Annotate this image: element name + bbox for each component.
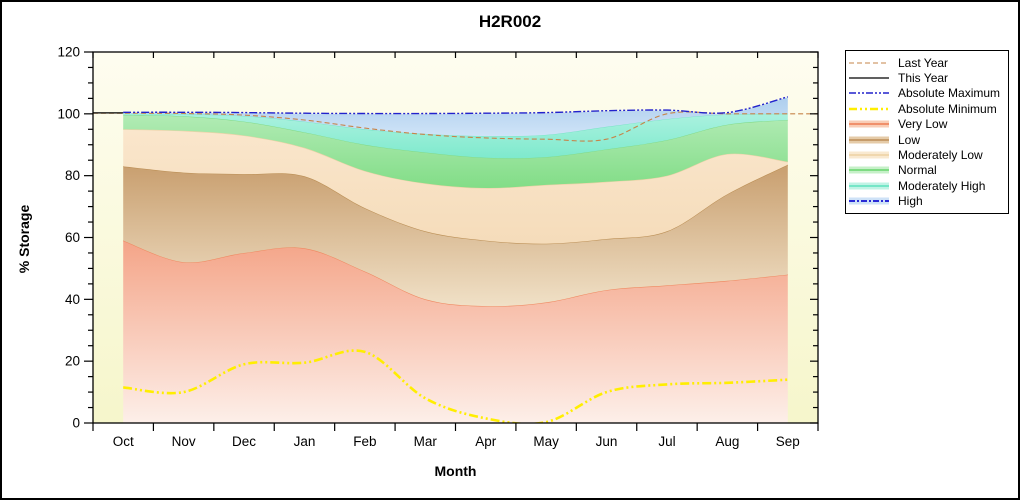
legend-label: Absolute Minimum [898,101,997,116]
legend-entry-moderately-low: Moderately Low [846,147,1008,162]
legend-entry-low: Low [846,132,1008,147]
legend-label: Normal [898,163,937,178]
x-tick-label: Dec [232,434,256,449]
x-tick-label: Feb [353,434,376,449]
legend-label: Moderately Low [898,148,983,163]
legend-label: Moderately High [898,178,986,193]
legend-sample-line [846,58,892,68]
legend-entry-normal: Normal [846,163,1008,178]
y-tick-label: 40 [65,292,80,307]
x-tick-label: Mar [414,434,438,449]
y-tick-label: 0 [72,416,80,431]
legend-sample-band [846,196,892,206]
band-normal [123,115,788,189]
legend-entry-absolute-minimum: Absolute Minimum [846,101,1008,116]
legend-entry-very-low: Very Low [846,117,1008,132]
legend-label: Low [898,132,921,147]
x-tick-label: Jul [658,434,675,449]
y-axis-title: % Storage [16,204,32,274]
legend-label: This Year [898,71,949,86]
legend-sample-band [846,165,892,175]
line-absolute-maximum [123,96,788,115]
legend: Last Year This Year Absolute Maximum Absolu… [845,50,1009,214]
x-tick-label: Aug [715,434,739,449]
legend-label: Last Year [898,55,949,70]
x-tick-label: May [533,434,559,449]
legend-entry-this-year: This Year [846,70,1008,85]
legend-sample-band [846,150,892,160]
legend-sample-band [846,119,892,129]
band-moderately-low [123,129,788,244]
legend-label: Absolute Maximum [898,86,1001,101]
y-tick-label: 80 [65,168,80,183]
x-axis-title: Month [434,463,477,479]
x-tick-label: Jun [596,434,618,449]
legend-sample-band [846,135,892,145]
band-very-low [123,240,788,423]
line-absolute-minimum [123,349,788,423]
legend-entry-absolute-maximum: Absolute Maximum [846,86,1008,101]
y-tick-label: 120 [57,45,80,60]
legend-label: High [898,194,923,209]
y-tick-label: 20 [65,354,80,369]
legend-sample-line [846,73,892,83]
band-high [123,97,788,137]
x-tick-label: Apr [475,434,497,449]
x-tick-label: Nov [172,434,196,449]
y-tick-label: 100 [57,106,80,121]
legend-entry-last-year: Last Year [846,55,1008,70]
legend-entry-high: High [846,194,1008,209]
legend-sample-line [846,104,892,114]
band-low [123,164,788,307]
chart-title: H2R002 [478,12,542,31]
x-tick-label: Sep [776,434,800,449]
y-tick-label: 60 [65,230,80,245]
legend-entry-moderately-high: Moderately High [846,178,1008,193]
legend-label: Very Low [898,117,948,132]
x-tick-label: Oct [113,434,134,449]
legend-sample-band [846,181,892,191]
legend-sample-line [846,88,892,98]
x-tick-label: Jan [294,434,316,449]
